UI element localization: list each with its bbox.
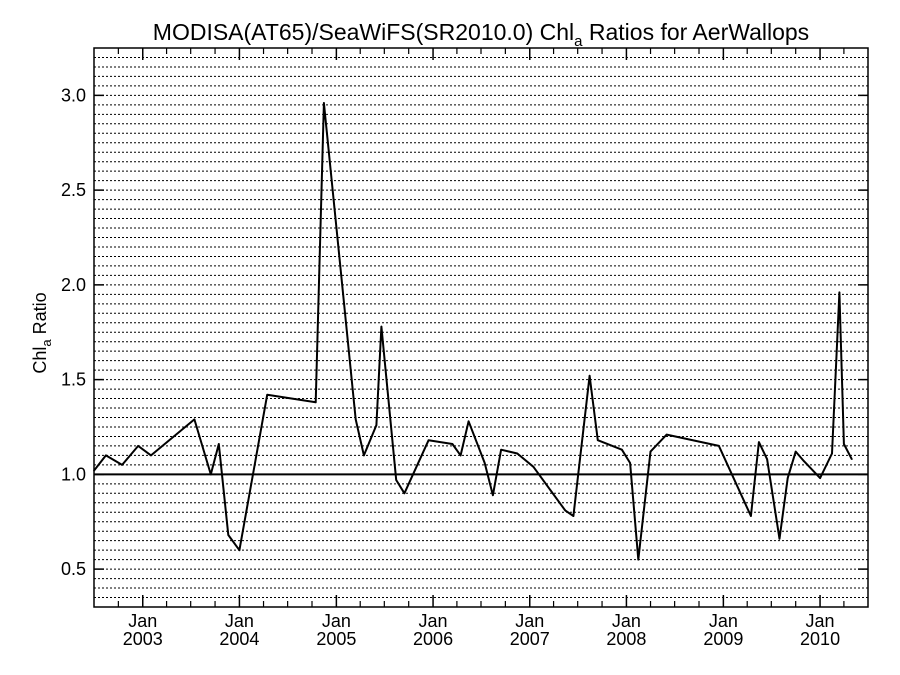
data-point xyxy=(395,479,398,481)
data-point xyxy=(629,462,631,464)
data-point xyxy=(843,443,845,445)
data-point xyxy=(121,464,123,466)
series-line xyxy=(93,102,853,561)
plot-frame xyxy=(93,47,869,608)
data-point xyxy=(758,441,760,443)
data-point xyxy=(314,401,317,404)
y-tick-label: 1.5 xyxy=(61,370,86,390)
data-point xyxy=(380,325,383,328)
data-point xyxy=(266,393,269,396)
data-point xyxy=(819,477,821,479)
data-point xyxy=(483,462,486,464)
chart-title: MODISA(AT65)/SeaWiFS(SR2010.0) Chla Rati… xyxy=(153,19,809,50)
x-tick-month: Jan xyxy=(612,611,641,631)
x-tick-year: 2004 xyxy=(219,629,259,649)
data-point xyxy=(838,291,841,294)
data-point xyxy=(500,448,502,451)
data-point xyxy=(665,433,668,436)
x-tick-year: 2007 xyxy=(510,629,550,649)
x-tick-year: 2005 xyxy=(316,629,356,649)
data-point xyxy=(637,558,640,561)
data-point xyxy=(427,439,430,442)
data-point xyxy=(778,537,781,540)
data-point xyxy=(572,515,575,517)
x-tick-year: 2006 xyxy=(413,629,453,649)
x-axis: Jan2003Jan2004Jan2005Jan2006Jan2007Jan20… xyxy=(117,48,845,649)
data-point xyxy=(227,534,230,536)
x-tick-month: Jan xyxy=(225,611,254,631)
data-point xyxy=(831,452,833,455)
data-points xyxy=(93,102,853,561)
data-point xyxy=(354,418,357,421)
x-tick-year: 2010 xyxy=(800,629,840,649)
data-point xyxy=(851,458,853,460)
data-point xyxy=(150,454,152,457)
grid xyxy=(94,56,868,599)
y-tick-label: 2.0 xyxy=(61,275,86,295)
data-point xyxy=(137,445,140,447)
y-axis-title: Chla Ratio xyxy=(30,292,54,373)
y-tick-label: 2.5 xyxy=(61,180,86,200)
x-tick-month: Jan xyxy=(128,611,157,631)
data-point xyxy=(492,494,494,497)
x-tick-month: Jan xyxy=(806,611,835,631)
x-tick-year: 2003 xyxy=(123,629,163,649)
y-tick-label: 0.5 xyxy=(61,559,86,579)
data-point xyxy=(588,375,591,377)
x-tick-year: 2008 xyxy=(606,629,646,649)
x-tick-month: Jan xyxy=(322,611,351,631)
data-point xyxy=(375,424,378,426)
data-point xyxy=(750,515,752,517)
data-point xyxy=(786,477,789,479)
data-point xyxy=(403,492,406,495)
x-tick-year: 2009 xyxy=(703,629,743,649)
data-point xyxy=(467,420,470,423)
data-point xyxy=(794,450,797,453)
data-point xyxy=(323,102,325,104)
data-point xyxy=(217,443,220,445)
data-point xyxy=(210,473,212,476)
y-tick-label: 1.0 xyxy=(61,464,86,484)
data-point xyxy=(718,445,720,447)
x-tick-month: Jan xyxy=(419,611,448,631)
data-point xyxy=(621,448,623,451)
data-point xyxy=(532,465,535,468)
y-axis: 0.5 1.0 1.5 2.0 2.5 3.0 xyxy=(61,85,868,579)
data-point xyxy=(766,458,768,460)
data-point xyxy=(649,450,652,453)
x-tick-month: Jan xyxy=(709,611,738,631)
data-point xyxy=(451,443,454,445)
data-point xyxy=(803,460,805,462)
data-point xyxy=(238,549,241,551)
data-point xyxy=(105,454,107,457)
data-point xyxy=(459,454,462,457)
data-point xyxy=(516,452,519,455)
data-point xyxy=(597,439,599,442)
data-point xyxy=(193,418,196,421)
data-point xyxy=(363,454,365,457)
x-tick-month: Jan xyxy=(515,611,544,631)
data-point xyxy=(564,509,567,512)
y-tick-label: 3.0 xyxy=(61,85,86,105)
